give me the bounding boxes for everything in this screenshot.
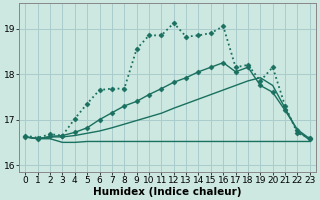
X-axis label: Humidex (Indice chaleur): Humidex (Indice chaleur)	[93, 187, 242, 197]
